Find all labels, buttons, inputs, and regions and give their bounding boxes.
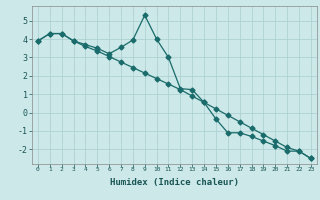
X-axis label: Humidex (Indice chaleur): Humidex (Indice chaleur) — [110, 178, 239, 187]
